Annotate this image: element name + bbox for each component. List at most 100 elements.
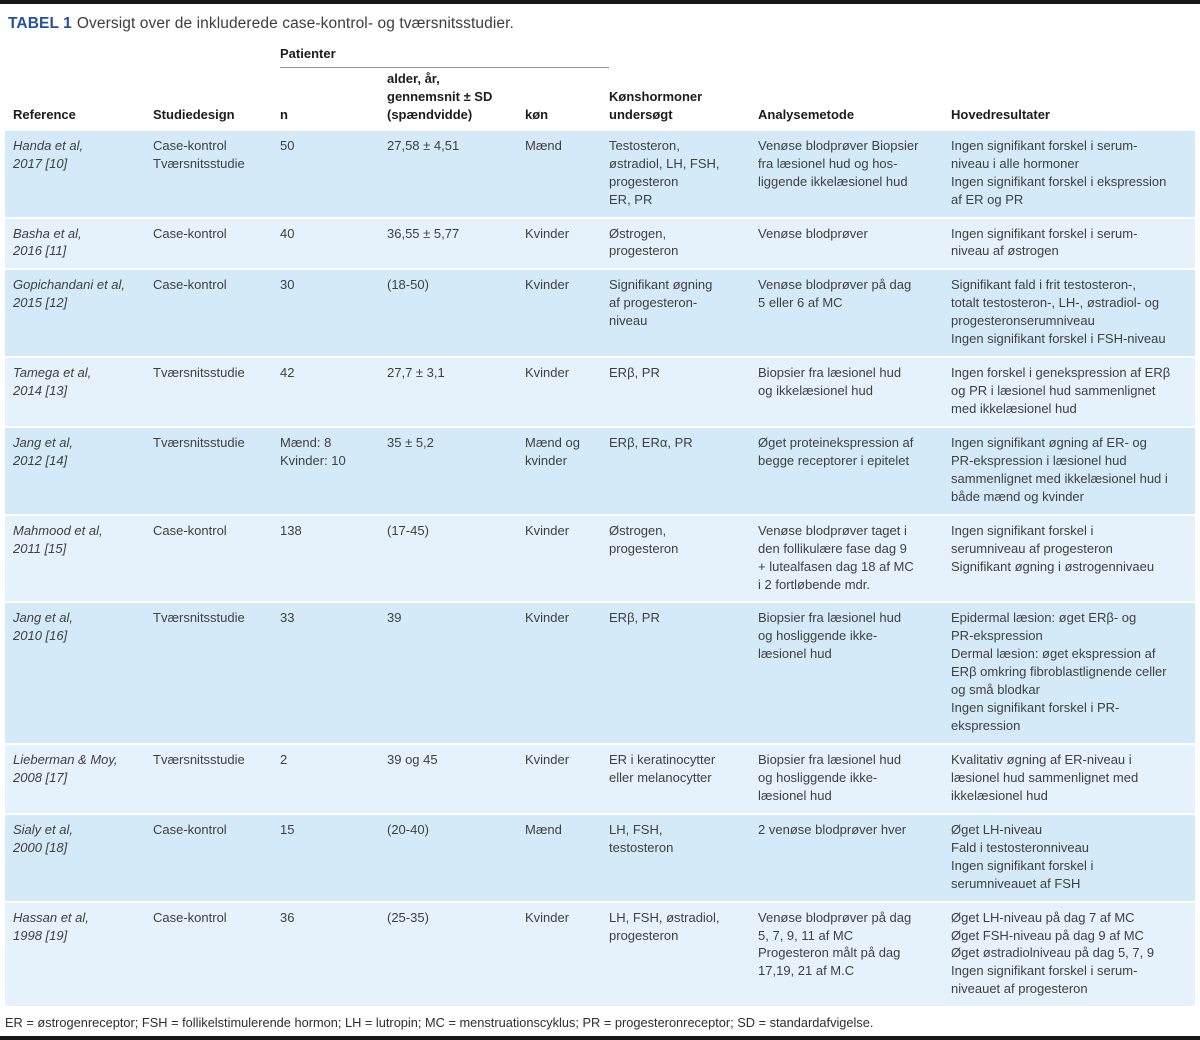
table-row: Jang et al, 2012 [14] Tværsnitsstudie Mæ… xyxy=(5,427,1196,514)
cell-reference: Hassan et al, 1998 [19] xyxy=(5,902,153,1007)
cell-design: Tværsnitsstudie xyxy=(153,603,280,743)
cell-age: (18-50) xyxy=(387,270,525,357)
cell-results: Øget LH-niveau på dag 7 af MC Øget FSH-n… xyxy=(951,902,1196,1007)
cell-reference: Tamega et al, 2014 [13] xyxy=(5,358,153,426)
group-spacer xyxy=(951,45,1195,68)
table-header: Patienter Reference Studiedesign n alder… xyxy=(5,45,1195,129)
cell-age: 39 xyxy=(387,603,525,743)
table-row: Gopichandani et al, 2015 [12] Case-kontr… xyxy=(5,270,1196,357)
cell-results: Ingen signifikant forskel i serum- nivea… xyxy=(951,130,1196,217)
cell-results: Signifikant fald i frit testosteron-, to… xyxy=(951,270,1196,357)
cell-n: 40 xyxy=(280,218,387,269)
table-row: Tamega et al, 2014 [13] Tværsnitsstudie … xyxy=(5,358,1196,426)
cell-design: Tværsnitsstudie xyxy=(153,358,280,426)
cell-age: (25-35) xyxy=(387,902,525,1007)
cell-hormones: Østrogen, progesteron xyxy=(609,515,759,602)
cell-design: Tværsnitsstudie xyxy=(153,745,280,813)
group-header-patienter: Patienter xyxy=(280,45,610,68)
cell-hormones: Signifikant øgning af progesteron- nivea… xyxy=(609,270,759,357)
cell-results: Ingen signifikant øgning af ER- og PR-ek… xyxy=(951,427,1196,514)
cell-age: 27,58 ± 4,51 xyxy=(387,130,525,217)
table-row: Mahmood et al, 2011 [15] Case-kontrol 13… xyxy=(5,515,1196,602)
cell-hormones: LH, FSH, østradiol, progesteron xyxy=(609,902,759,1007)
cell-n: 50 xyxy=(280,130,387,217)
cell-reference: Gopichandani et al, 2015 [12] xyxy=(5,270,153,357)
cell-method: Venøse blodprøver på dag 5, 7, 9, 11 af … xyxy=(758,902,952,1007)
table-row: Hassan et al, 1998 [19] Case-kontrol 36 … xyxy=(5,902,1196,1007)
cell-design: Case-kontrol Tværsnitsstudie xyxy=(153,130,280,217)
cell-design: Case-kontrol xyxy=(153,814,280,901)
table-title: TABEL 1 Oversigt over de inkluderede case… xyxy=(8,15,1200,33)
cell-n: 138 xyxy=(280,515,387,602)
cell-results: Ingen signifikant forskel i serumniveau … xyxy=(951,515,1196,602)
cell-sex: Kvinder xyxy=(525,902,610,1007)
cell-age: 35 ± 5,2 xyxy=(387,427,525,514)
cell-method: 2 venøse blodprøver hver xyxy=(758,814,952,901)
column-header-hormones: Kønshormoner undersøgt xyxy=(609,88,703,122)
column-header-design: Studiedesign xyxy=(153,106,235,122)
cell-sex: Kvinder xyxy=(525,745,610,813)
cell-n: 15 xyxy=(280,814,387,901)
cell-n: 30 xyxy=(280,270,387,357)
cell-hormones: ER i keratinocytter eller melanocytter xyxy=(609,745,759,813)
column-header-row: Reference Studiedesign n alder, år, genn… xyxy=(5,70,1195,129)
cell-sex: Mænd xyxy=(525,130,610,217)
column-header-results: Hovedresultater xyxy=(951,106,1050,122)
cell-hormones: ERβ, ERα, PR xyxy=(609,427,759,514)
group-header-row: Patienter xyxy=(5,45,1195,68)
cell-design: Case-kontrol xyxy=(153,515,280,602)
group-spacer xyxy=(5,45,153,68)
cell-reference: Sialy et al, 2000 [18] xyxy=(5,814,153,901)
top-rule xyxy=(0,0,1200,4)
abbreviations-footnote: ER = østrogenreceptor; FSH = follikelsti… xyxy=(5,1015,874,1031)
cell-reference: Lieberman & Moy, 2008 [17] xyxy=(5,745,153,813)
cell-age: 39 og 45 xyxy=(387,745,525,813)
cell-results: Kvalitativ øgning af ER-niveau i læsione… xyxy=(951,745,1196,813)
cell-n: Mænd: 8 Kvinder: 10 xyxy=(280,427,387,514)
cell-hormones: LH, FSH, testosteron xyxy=(609,814,759,901)
cell-method: Biopsier fra læsionel hud og hosliggende… xyxy=(758,603,952,743)
cell-design: Case-kontrol xyxy=(153,270,280,357)
table-row: Lieberman & Moy, 2008 [17] Tværsnitsstud… xyxy=(5,745,1196,813)
bottom-rule xyxy=(0,1036,1200,1040)
cell-results: Øget LH-niveau Fald i testosteronniveau … xyxy=(951,814,1196,901)
cell-age: 36,55 ± 5,77 xyxy=(387,218,525,269)
group-spacer xyxy=(758,45,951,68)
table-title-text: Oversigt over de inkluderede case-kontro… xyxy=(76,15,514,32)
cell-n: 36 xyxy=(280,902,387,1007)
cell-method: Venøse blodprøver xyxy=(758,218,952,269)
cell-age: (17-45) xyxy=(387,515,525,602)
cell-design: Tværsnitsstudie xyxy=(153,427,280,514)
cell-reference: Basha et al, 2016 [11] xyxy=(5,218,153,269)
cell-sex: Kvinder xyxy=(525,358,610,426)
cell-method: Øget proteinekspression af begge recepto… xyxy=(758,427,952,514)
group-spacer xyxy=(153,45,280,68)
column-header-sex: køn xyxy=(525,106,549,122)
cell-method: Venøse blodprøver på dag 5 eller 6 af MC xyxy=(758,270,952,357)
table-number-label: TABEL 1 xyxy=(8,15,72,32)
cell-method: Venøse blodprøver Biopsier fra læsionel … xyxy=(758,130,952,217)
table-row: Sialy et al, 2000 [18] Case-kontrol 15 (… xyxy=(5,814,1196,901)
cell-age: (20-40) xyxy=(387,814,525,901)
column-header-n: n xyxy=(280,106,288,122)
cell-sex: Kvinder xyxy=(525,515,610,602)
cell-sex: Kvinder xyxy=(525,218,610,269)
cell-method: Biopsier fra læsionel hud og ikkelæsione… xyxy=(758,358,952,426)
cell-hormones: Testosteron, østradiol, LH, FSH, progest… xyxy=(609,130,759,217)
cell-design: Case-kontrol xyxy=(153,902,280,1007)
column-header-reference: Reference xyxy=(13,106,76,122)
cell-n: 2 xyxy=(280,745,387,813)
cell-results: Ingen signifikant forskel i serum- nivea… xyxy=(951,218,1196,269)
column-header-age: alder, år, gennemsnit ± SD (spændvidde) xyxy=(387,70,493,122)
cell-hormones: ERβ, PR xyxy=(609,603,759,743)
table-row: Handa et al, 2017 [10] Case-kontrol Tvær… xyxy=(5,130,1196,217)
group-spacer xyxy=(609,45,758,68)
cell-reference: Jang et al, 2012 [14] xyxy=(5,427,153,514)
table-row: Jang et al, 2010 [16] Tværsnitsstudie 33… xyxy=(5,603,1196,743)
cell-reference: Jang et al, 2010 [16] xyxy=(5,603,153,743)
cell-method: Biopsier fra læsionel hud og hosliggende… xyxy=(758,745,952,813)
table-row: Basha et al, 2016 [11] Case-kontrol 40 3… xyxy=(5,218,1196,269)
column-header-method: Analysemetode xyxy=(758,106,855,122)
cell-sex: Kvinder xyxy=(525,270,610,357)
cell-reference: Handa et al, 2017 [10] xyxy=(5,130,153,217)
